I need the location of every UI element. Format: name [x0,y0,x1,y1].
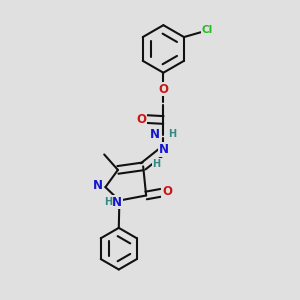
Text: H: H [104,197,112,207]
Text: N: N [93,179,103,192]
Text: N: N [112,196,122,208]
Text: Cl: Cl [202,25,213,35]
Text: N: N [159,143,169,156]
Text: O: O [136,112,146,126]
Text: O: O [162,184,172,197]
Text: N: N [149,128,160,141]
Text: H: H [152,159,160,169]
Text: O: O [158,82,168,96]
Text: H: H [168,129,176,139]
